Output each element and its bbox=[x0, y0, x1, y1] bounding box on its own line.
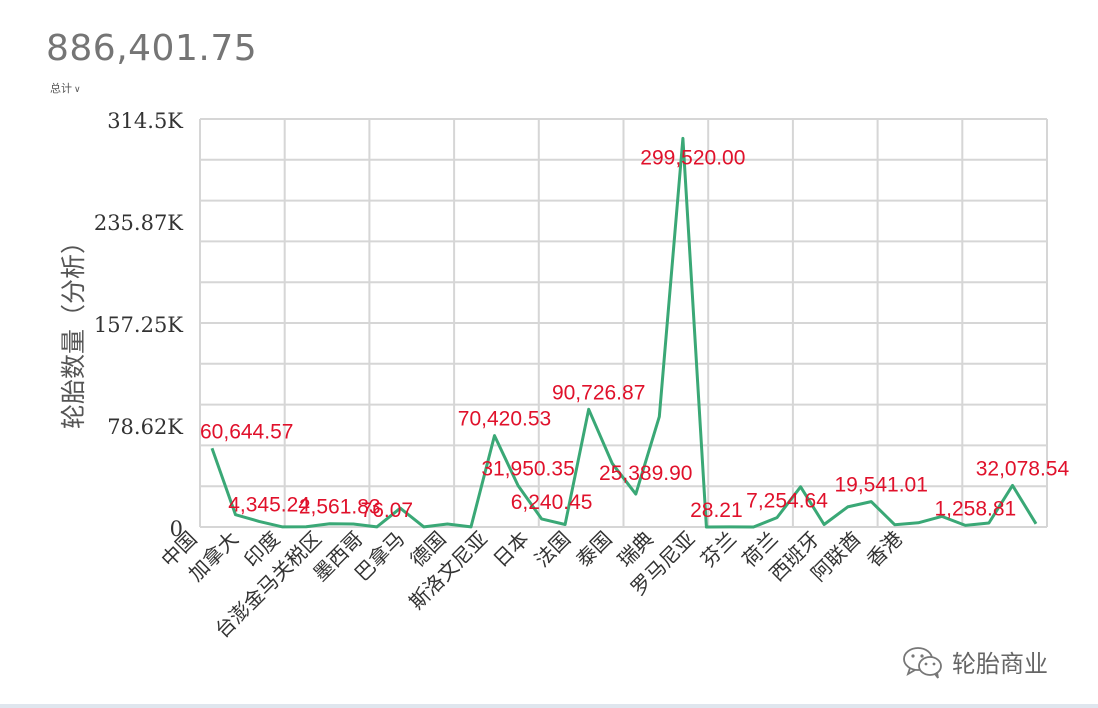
data-label: 60,644.57 bbox=[200, 420, 293, 443]
x-tick-label: 芬兰 bbox=[696, 527, 741, 572]
y-tick-label: 78.62K bbox=[107, 415, 183, 439]
data-label: 7,254.64 bbox=[746, 490, 828, 513]
data-label: 25,389.90 bbox=[599, 462, 692, 485]
data-label: 1,258.81 bbox=[934, 497, 1016, 520]
chevron-down-icon: ∨ bbox=[74, 85, 81, 95]
data-label: 299,520.00 bbox=[640, 146, 745, 169]
x-tick-label: 日本 bbox=[489, 527, 534, 572]
x-tick-label: 香港 bbox=[862, 527, 907, 572]
data-label: 32,078.54 bbox=[976, 457, 1070, 480]
y-tick-label: 235.87K bbox=[94, 211, 183, 235]
data-label: 4,345.24 bbox=[228, 493, 310, 516]
total-dropdown[interactable]: 总计 ∨ bbox=[50, 80, 81, 96]
bottom-rule bbox=[0, 704, 1098, 708]
data-label: 76.07 bbox=[361, 499, 414, 522]
data-label: 70,420.53 bbox=[458, 408, 551, 431]
data-label: 2,561.83 bbox=[299, 496, 381, 519]
x-tick-label: 泰国 bbox=[572, 527, 617, 572]
data-label: 19,541.01 bbox=[834, 474, 927, 497]
x-tick-label: 法国 bbox=[530, 527, 575, 572]
x-axis-ticks: 中国加拿大印度台澎金马关税区墨西哥巴拿马德国斯洛文尼亚日本法国泰国瑞典罗马尼亚芬… bbox=[157, 527, 907, 643]
data-label: 6,240.45 bbox=[511, 491, 593, 514]
data-label: 31,950.35 bbox=[481, 458, 574, 481]
y-axis-label: 轮胎数量（分析） bbox=[60, 229, 88, 429]
series-line bbox=[210, 136, 1038, 529]
y-axis-ticks: 0 78.62K 157.25K 235.87K 314.5K bbox=[94, 109, 183, 541]
wechat-icon bbox=[903, 646, 942, 679]
data-label: 28.21 bbox=[690, 499, 743, 522]
total-value: 886,401.75 bbox=[46, 28, 258, 69]
y-tick-label: 0 bbox=[170, 517, 183, 541]
watermark: 轮胎商业 bbox=[902, 644, 1048, 679]
y-tick-label: 157.25K bbox=[94, 313, 183, 337]
watermark-text: 轮胎商业 bbox=[952, 650, 1048, 678]
total-dropdown-label: 总计 bbox=[50, 82, 72, 95]
x-tick-label: 斯洛文尼亚 bbox=[405, 527, 492, 614]
chart-grid bbox=[199, 118, 1048, 528]
data-label: 90,726.87 bbox=[552, 381, 645, 404]
y-tick-label: 314.5K bbox=[107, 109, 183, 133]
